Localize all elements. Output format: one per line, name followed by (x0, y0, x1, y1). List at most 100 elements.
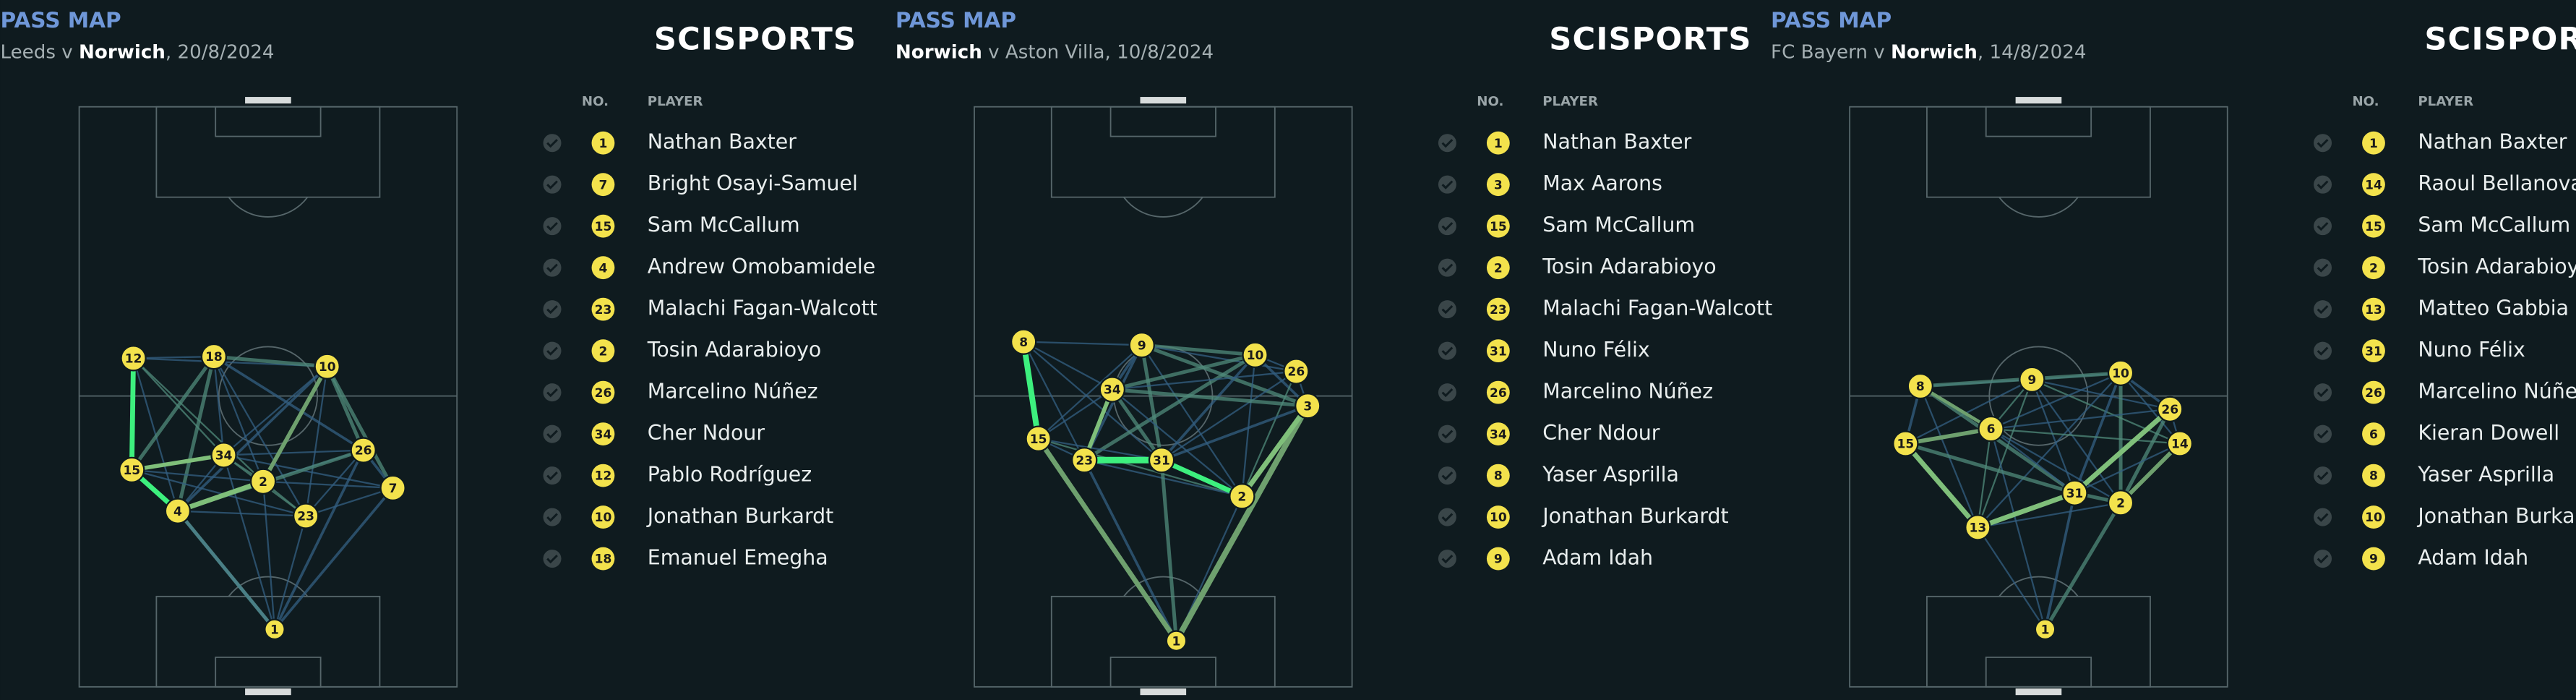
check-icon (1438, 175, 1456, 194)
node-number: 18 (205, 350, 223, 364)
pass-edge (223, 454, 393, 489)
player-node (1295, 393, 1321, 419)
check-mark (1441, 263, 1454, 273)
node-number: 26 (355, 444, 372, 458)
pass-edge (1991, 372, 2121, 430)
pass-edge-strong (129, 453, 226, 472)
node-number: 2 (1237, 490, 1246, 504)
number-badge (2362, 131, 2385, 155)
pass-edge (176, 365, 328, 512)
player-number: 9 (1494, 552, 1503, 567)
number-badge (1486, 422, 1510, 446)
bottom-goal (245, 688, 291, 696)
pass-edge-strong (1902, 441, 1980, 530)
check-mark (2317, 346, 2329, 356)
player-node (249, 468, 277, 495)
number-badge (2362, 380, 2385, 404)
player-name: Andrew Omobamidele (648, 255, 875, 278)
pass-edge-strong (2118, 441, 2182, 505)
pass-edge (223, 449, 364, 456)
pass-edge (305, 487, 393, 517)
pass-edge (273, 487, 394, 631)
bottom-six (1985, 657, 2092, 688)
top-arc (1123, 197, 1203, 218)
player-node (2061, 479, 2088, 506)
number-badge (591, 131, 615, 155)
player-name: Malachi Fagan-Walcott (1542, 296, 1772, 320)
top-arc (228, 197, 309, 218)
pass-edge (1112, 388, 1308, 408)
number-badge (1486, 297, 1510, 321)
player-node (379, 474, 406, 502)
check-mark (546, 388, 558, 398)
player-name: Nathan Baxter (1542, 130, 1691, 154)
check-icon (1438, 550, 1456, 568)
top-goal (245, 97, 291, 104)
pass-edge-strong (2072, 406, 2173, 496)
pass-edge (2043, 502, 2123, 631)
player-number: 8 (2369, 469, 2378, 484)
center-circle (1988, 346, 2089, 446)
node-number: 13 (1970, 521, 1987, 536)
node-number: 3 (1303, 399, 1312, 414)
player-name: Nuno Félix (1542, 338, 1649, 362)
bottom-arc (228, 576, 309, 597)
player-node (2019, 366, 2045, 393)
player-name: Adam Idah (2418, 546, 2528, 570)
pass-edge (2073, 372, 2122, 494)
check-mark (1441, 180, 1454, 189)
node-number: 34 (1104, 383, 1121, 398)
player-name: Tosin Adarabioyo (1542, 255, 1716, 278)
pass-edge (1161, 370, 1297, 461)
player-name: Marcelino Núñez (1542, 380, 1713, 404)
node-number: 15 (123, 464, 140, 478)
check-mark (2317, 139, 2329, 148)
subtitle: Leeds v Norwich, 20/8/2024 (1, 41, 275, 63)
player-node (1128, 332, 1155, 359)
check-mark (546, 222, 558, 231)
pass-edge-strong (1918, 384, 1993, 431)
player-node (350, 437, 377, 464)
player-node (1242, 341, 1268, 368)
check-icon (543, 424, 562, 443)
pass-edge (1112, 370, 1297, 390)
number-badge (1486, 131, 1510, 155)
player-name: Marcelino Núñez (2418, 380, 2576, 404)
node-number: 31 (2066, 487, 2084, 501)
check-mark (1441, 222, 1454, 231)
player-node (1099, 376, 1126, 403)
check-mark (1441, 471, 1454, 481)
check-icon (2314, 466, 2332, 485)
subtitle-part: , 20/8/2024 (166, 41, 275, 63)
pass-edge (1023, 341, 1113, 390)
number-badge (2362, 173, 2385, 197)
check-mark (2317, 554, 2329, 564)
node-number: 10 (319, 360, 336, 375)
player-number: 23 (1490, 303, 1507, 317)
check-icon (2314, 383, 2332, 402)
player-number: 2 (1494, 261, 1503, 276)
number-badge (591, 297, 615, 321)
pass-edge (1038, 438, 1242, 498)
number-badge (591, 464, 615, 487)
node-number: 6 (1987, 422, 1996, 437)
pass-edge (1023, 341, 1142, 346)
number-badge (1486, 256, 1510, 280)
player-node (2166, 430, 2194, 457)
check-icon (2314, 217, 2332, 236)
player-name: Yaser Asprilla (2417, 463, 2554, 487)
panel-title: PASS MAP (1, 8, 121, 33)
pass-edge (130, 355, 215, 471)
check-mark (546, 139, 558, 148)
pass-edge-strong (175, 479, 266, 514)
pass-edge (1159, 460, 1178, 641)
pass-edge (273, 449, 365, 631)
player-number: 3 (1494, 178, 1503, 192)
node-number: 14 (2171, 438, 2189, 452)
node-number: 7 (389, 482, 398, 496)
check-icon (543, 508, 562, 526)
pass-edge (1023, 341, 1086, 461)
header-player: PLAYER (648, 94, 703, 109)
player-node (1010, 328, 1037, 355)
